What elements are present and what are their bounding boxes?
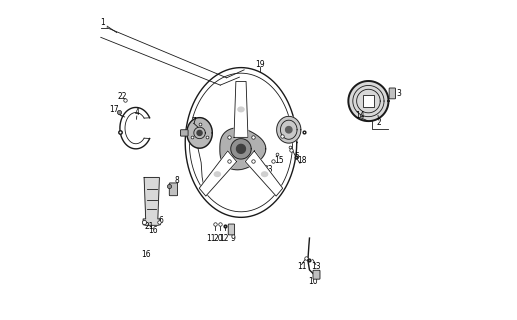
Polygon shape — [262, 172, 268, 177]
Text: 2: 2 — [376, 118, 382, 127]
Polygon shape — [348, 81, 388, 121]
Text: 11: 11 — [297, 262, 306, 271]
Polygon shape — [197, 130, 202, 135]
Text: 22: 22 — [117, 92, 127, 101]
Polygon shape — [231, 139, 251, 159]
Text: 5: 5 — [294, 152, 299, 161]
Text: 15: 15 — [275, 156, 284, 165]
Polygon shape — [215, 172, 220, 177]
Text: 13: 13 — [311, 262, 321, 271]
Polygon shape — [199, 151, 237, 196]
Polygon shape — [143, 178, 160, 225]
Polygon shape — [187, 118, 212, 148]
Text: 11: 11 — [206, 234, 216, 243]
Text: 19: 19 — [255, 60, 265, 69]
Polygon shape — [245, 151, 283, 196]
FancyBboxPatch shape — [228, 224, 235, 235]
Bar — [363, 95, 374, 107]
Text: 21: 21 — [145, 222, 154, 231]
FancyBboxPatch shape — [313, 270, 320, 279]
Text: 12: 12 — [219, 234, 229, 243]
Text: 20: 20 — [214, 234, 223, 243]
Text: 3: 3 — [397, 89, 402, 98]
Text: 23: 23 — [264, 165, 273, 174]
Text: 1: 1 — [101, 19, 105, 28]
FancyBboxPatch shape — [389, 88, 396, 99]
Text: 6: 6 — [159, 216, 164, 225]
Polygon shape — [236, 144, 246, 153]
Text: 7: 7 — [191, 116, 196, 126]
Text: 10: 10 — [309, 277, 318, 286]
Text: 4: 4 — [134, 108, 139, 117]
Polygon shape — [277, 116, 301, 143]
FancyBboxPatch shape — [169, 183, 177, 196]
Text: 17: 17 — [109, 105, 118, 114]
Text: 9: 9 — [231, 234, 235, 243]
FancyBboxPatch shape — [180, 130, 188, 136]
Text: 18: 18 — [297, 156, 307, 165]
Polygon shape — [238, 107, 244, 112]
Text: 8: 8 — [174, 176, 179, 185]
Text: 16: 16 — [148, 226, 158, 235]
Polygon shape — [285, 126, 292, 133]
Polygon shape — [234, 82, 248, 137]
Text: 16: 16 — [142, 251, 151, 260]
Polygon shape — [220, 128, 266, 170]
Text: 14: 14 — [356, 111, 366, 120]
